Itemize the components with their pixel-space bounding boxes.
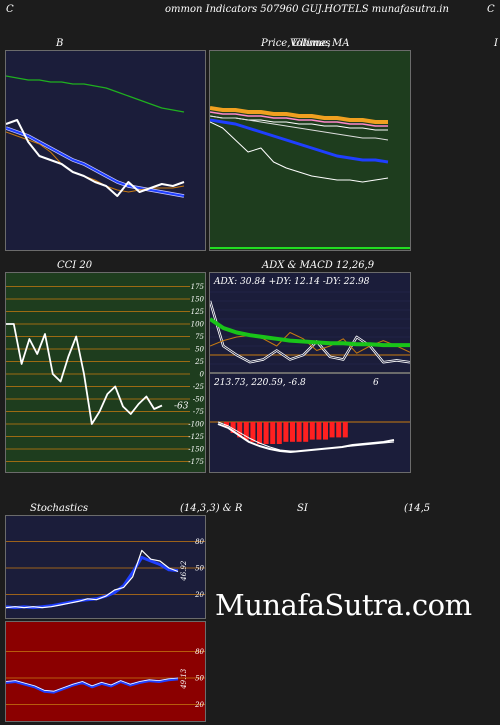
macd-histogram-bar — [303, 422, 309, 442]
macd-panel: 213.73, 220.59, -6.8 6 — [209, 373, 411, 473]
stoch-panel: 80 50 20 46.92 — [5, 515, 206, 619]
macd-chart: 213.73, 220.59, -6.8 6 — [210, 378, 410, 453]
macd-histogram-bar — [290, 422, 295, 442]
cci-tick-label: -75 — [193, 408, 205, 416]
macd-histogram-bar — [263, 422, 269, 444]
stoch-d-line — [6, 555, 179, 610]
rsi-chart: 80 50 20 49.13 — [6, 648, 205, 709]
adx-chart: ADX: 30.84 +DY: 12.14 -DY: 22.98 — [210, 277, 410, 365]
right-edge-letter: I — [494, 38, 498, 49]
macd-histogram-bar — [283, 422, 289, 442]
cci-tick-label: 75 — [195, 333, 204, 341]
cci-tick-label: -25 — [193, 383, 205, 391]
price-panel — [209, 50, 411, 251]
macd-histogram-bar — [243, 422, 249, 440]
rsi-tick-label: 20 — [194, 701, 204, 709]
bollinger-middle-band — [6, 127, 185, 197]
cci-tick-label: -100 — [188, 421, 204, 429]
stoch-value-label: 46.92 — [180, 560, 188, 582]
macd-line — [217, 423, 395, 453]
macd-histogram-bar — [336, 422, 342, 438]
rsi-tick-label: 80 — [195, 648, 204, 656]
macd-histogram-bar — [224, 422, 229, 427]
price-ma-orange — [210, 106, 388, 124]
cci-tick-label: 25 — [194, 358, 204, 366]
macd-histogram-bar — [276, 422, 282, 444]
adx-main-line — [210, 317, 410, 348]
cci-tick-label: -50 — [193, 396, 205, 404]
rsi-title-b: (14,5 — [404, 503, 431, 514]
header-right-letter: C — [487, 4, 495, 15]
macd-histogram-bar — [237, 422, 243, 438]
macd-histogram-bar — [250, 422, 256, 442]
cci-tick-label: 100 — [191, 321, 205, 329]
macd-histogram-bar — [342, 422, 348, 438]
cci-tick-label: 150 — [191, 296, 205, 304]
macd-histogram-bar — [329, 422, 335, 438]
bollinger-lower-band — [6, 131, 185, 193]
stoch-tick-label: 80 — [195, 538, 204, 546]
macd-readout-extra: 6 — [373, 378, 379, 388]
bollinger-panel — [5, 50, 206, 251]
bollinger-upper-band — [6, 75, 185, 113]
cci-tick-label: 175 — [191, 283, 205, 291]
bollinger-title: B — [56, 38, 64, 49]
cci-tick-label: 125 — [191, 308, 205, 316]
cci-tick-label: -175 — [188, 458, 204, 466]
cci-tick-label: 0 — [200, 371, 205, 379]
adx-title: ADX & MACD 12,26,9 — [262, 260, 375, 271]
rsi-panel: 80 50 20 49.13 — [5, 621, 206, 722]
price-ma-gray — [210, 115, 389, 141]
bollinger-chart — [6, 75, 185, 198]
cci-tick-label: -125 — [188, 433, 204, 441]
stoch-tick-label: 50 — [195, 565, 204, 573]
header-left-letter: C — [6, 4, 14, 15]
stoch-chart: 80 50 20 46.92 — [6, 538, 205, 610]
price-title-b: Volume, — [290, 38, 331, 49]
price-title-overlap: Ullimes — [292, 38, 331, 49]
adx-panel: ADX: 30.84 +DY: 12.14 -DY: 22.98 — [209, 272, 411, 373]
rsi-smooth-line — [6, 677, 179, 692]
macd-histogram-bar — [296, 422, 302, 442]
rsi-tick-label: 50 — [195, 675, 204, 683]
macd-histogram-bar — [323, 422, 328, 440]
page-title: ommon Indicators 507960 GUJ.HOTELS munaf… — [165, 4, 449, 15]
watermark-logo: MunafaSutra.com — [215, 588, 472, 622]
cci-line — [6, 323, 163, 425]
cci-value-label: -63 — [174, 402, 189, 412]
rsi-line — [6, 677, 179, 694]
stoch-k-line — [6, 549, 179, 609]
macd-histogram-bar — [316, 422, 322, 440]
stoch-title-b: (14,3,3) & R — [180, 503, 243, 514]
cci-title: CCI 20 — [57, 260, 93, 271]
price-title-c: MA — [332, 38, 350, 49]
adx-readout: ADX: 30.84 +DY: 12.14 -DY: 22.98 — [213, 277, 370, 287]
rsi-value-label: 49.13 — [180, 668, 188, 690]
macd-histogram-bar — [309, 422, 315, 440]
macd-histogram-bar — [270, 422, 276, 444]
stoch-tick-label: 20 — [194, 591, 204, 599]
price-close-line — [210, 121, 389, 183]
cci-tick-label: 50 — [195, 346, 204, 354]
price-chart — [210, 106, 410, 249]
macd-histogram-bar — [230, 422, 236, 433]
macd-readout: 213.73, 220.59, -6.8 — [213, 378, 306, 388]
cci-chart: 175 150 125 100 75 50 25 0 -25 -50 -75 -100 -125 -150… — [6, 283, 205, 466]
price-ma-blue — [210, 118, 389, 164]
adx-plusdi-line — [210, 300, 410, 363]
stoch-title-a: Stochastics — [30, 503, 88, 514]
cci-tick-label: -150 — [188, 446, 204, 454]
cci-panel: 175 150 125 100 75 50 25 0 -25 -50 -75 -100 -125 -150… — [5, 272, 206, 473]
rsi-title-a: SI — [297, 503, 308, 514]
price-ma-pink — [210, 111, 388, 127]
bollinger-price-line — [6, 119, 185, 197]
macd-histogram-bar — [257, 422, 262, 444]
price-title-a: Price, — [261, 38, 291, 49]
